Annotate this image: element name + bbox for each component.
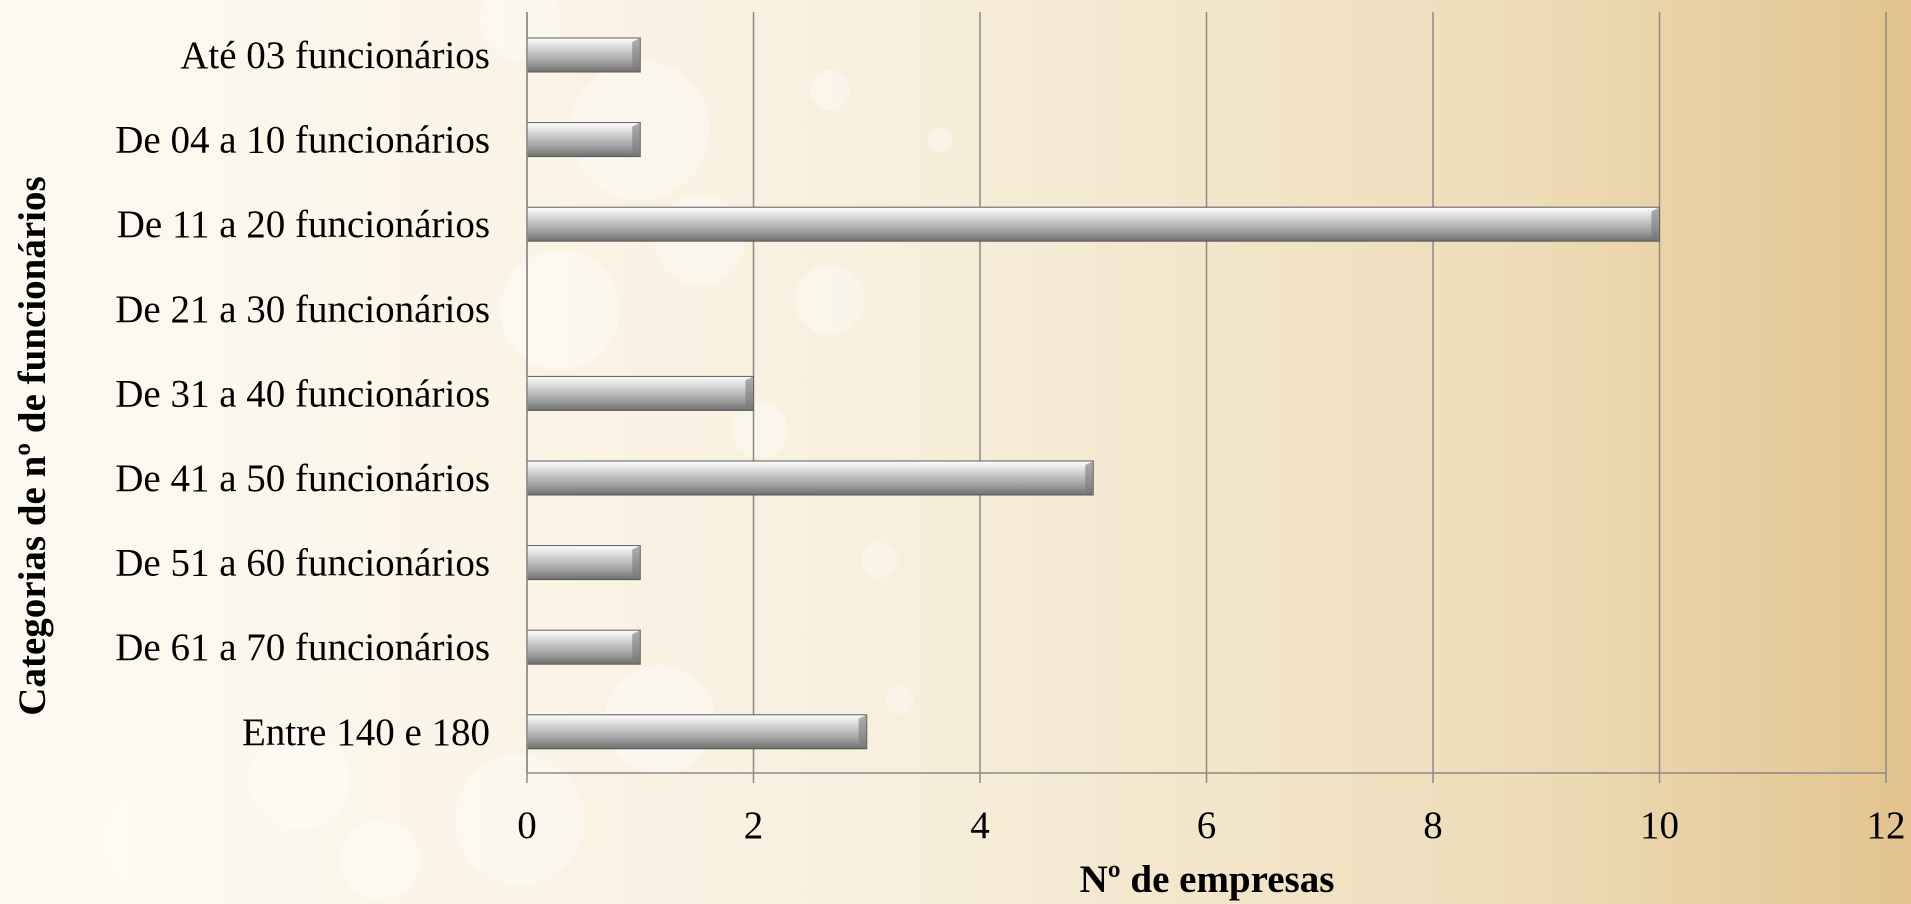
x-tick-label: 2 bbox=[744, 804, 764, 847]
bar bbox=[526, 206, 1660, 242]
x-tick-label: 4 bbox=[970, 804, 990, 847]
x-tick-label: 10 bbox=[1640, 804, 1679, 847]
bar bbox=[526, 122, 641, 158]
category-label: De 21 a 30 funcionários bbox=[115, 288, 490, 331]
x-tick-labels: 0 2 4 6 8 10 12 bbox=[517, 804, 1905, 847]
bar bbox=[526, 37, 641, 73]
x-tick-label: 6 bbox=[1197, 804, 1217, 847]
y-axis-title: Categorias de nº de funcionários bbox=[11, 176, 54, 715]
x-tick-label: 8 bbox=[1423, 804, 1443, 847]
category-label: De 41 a 50 funcionários bbox=[115, 457, 490, 500]
bar bbox=[526, 375, 754, 411]
category-label: De 31 a 40 funcionários bbox=[115, 372, 490, 415]
x-tick-label: 12 bbox=[1867, 804, 1906, 847]
category-label: De 61 a 70 funcionários bbox=[115, 626, 490, 669]
axes bbox=[526, 12, 1886, 774]
bar bbox=[526, 460, 1094, 496]
bar bbox=[526, 714, 868, 750]
category-label: De 11 a 20 funcionários bbox=[117, 203, 490, 246]
x-axis-title: Nº de empresas bbox=[1080, 858, 1335, 901]
category-label: De 04 a 10 funcionários bbox=[115, 119, 490, 162]
category-labels: Até 03 funcionários De 04 a 10 funcionári… bbox=[115, 34, 490, 754]
category-label: Entre 140 e 180 bbox=[242, 711, 490, 754]
category-label: Até 03 funcionários bbox=[180, 34, 490, 77]
x-tick-label: 0 bbox=[517, 804, 537, 847]
bar bbox=[526, 629, 641, 665]
bars bbox=[526, 37, 1660, 750]
category-label: De 51 a 60 funcionários bbox=[115, 542, 490, 585]
bar bbox=[526, 545, 641, 581]
